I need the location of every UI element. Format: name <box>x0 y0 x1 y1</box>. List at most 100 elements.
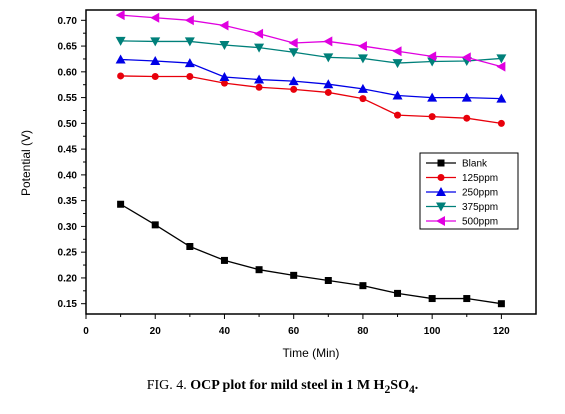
data-point <box>117 72 125 80</box>
data-point <box>496 93 507 103</box>
legend-box <box>419 152 519 230</box>
data-point <box>254 74 265 84</box>
legend-marker <box>436 187 446 196</box>
figure-caption: FIG. 4. OCP plot for mild steel in 1 M H… <box>0 378 565 396</box>
y-tick-label: 0.70 <box>58 16 78 27</box>
data-point <box>496 61 506 72</box>
y-tick-label: 0.65 <box>58 42 78 53</box>
data-point <box>186 243 194 251</box>
y-tick-label: 0.55 <box>58 93 78 104</box>
y-tick-label: 0.25 <box>58 248 78 259</box>
x-tick-label: 20 <box>150 326 162 337</box>
legend-entry: 125ppm <box>426 173 498 184</box>
series-line <box>120 203 502 305</box>
series-line <box>120 58 502 100</box>
data-point <box>151 72 159 80</box>
x-tick-label: 80 <box>357 326 369 337</box>
data-point <box>117 200 125 208</box>
series-line <box>120 75 502 124</box>
legend-marker <box>436 202 446 212</box>
legend-label: 125ppm <box>462 173 498 184</box>
data-point <box>290 271 298 279</box>
data-point <box>323 53 334 63</box>
caption-text-mid: SO <box>390 378 409 393</box>
caption-sub-2: 4 <box>408 382 415 396</box>
data-point <box>219 71 230 81</box>
series-125ppm <box>117 72 505 127</box>
data-point <box>219 41 230 51</box>
data-point <box>288 48 299 58</box>
data-point <box>392 90 403 100</box>
data-point <box>427 51 437 62</box>
data-point <box>392 59 403 69</box>
x-axis-title: Time (Min) <box>283 346 340 360</box>
data-point <box>394 111 402 119</box>
legend-marker <box>436 216 445 226</box>
data-point <box>463 295 471 303</box>
data-point <box>359 282 367 290</box>
legend-marker <box>437 174 445 181</box>
caption-prefix: FIG. 4. <box>146 378 187 393</box>
y-tick-label: 0.60 <box>58 67 78 78</box>
data-point <box>497 300 505 308</box>
data-point <box>150 37 161 47</box>
data-point <box>150 12 160 23</box>
data-point <box>392 46 402 57</box>
data-point <box>428 113 436 121</box>
y-tick-label: 0.35 <box>58 196 78 207</box>
data-point <box>254 43 265 53</box>
series-250ppm <box>115 54 507 103</box>
y-tick-label: 0.45 <box>58 145 78 156</box>
data-point <box>184 58 195 68</box>
data-point <box>151 221 159 229</box>
data-point <box>150 56 161 66</box>
x-tick-label: 100 <box>424 326 441 337</box>
data-point <box>359 95 367 103</box>
data-point <box>254 28 264 39</box>
series-line <box>120 40 502 64</box>
y-tick-label: 0.50 <box>58 119 78 130</box>
legend-entry: Blank <box>426 159 488 170</box>
legend-label: 250ppm <box>462 188 498 199</box>
data-point <box>427 92 438 102</box>
data-point <box>186 72 194 80</box>
x-tick-label: 120 <box>493 326 510 337</box>
series-500ppm <box>115 10 506 72</box>
data-point <box>497 119 505 127</box>
series-layer <box>115 10 507 308</box>
ocp-chart: 0 20 40 60 80 100 120 0.15 0.20 0.25 0.30 0.35 0.40 0… <box>19 9 537 360</box>
data-point <box>288 76 299 86</box>
data-point <box>323 36 333 47</box>
data-point <box>184 15 194 26</box>
data-point <box>220 79 228 87</box>
legend-marker <box>437 159 445 167</box>
legend: Blank 125ppm 250ppm 375ppm 500ppm <box>419 152 519 230</box>
data-point <box>115 10 125 21</box>
data-point <box>324 88 332 96</box>
data-point <box>357 41 367 52</box>
data-point <box>288 37 298 48</box>
data-point <box>357 54 368 64</box>
caption-suffix: . <box>414 378 419 393</box>
data-point <box>357 83 368 93</box>
data-point <box>255 83 263 91</box>
x-tick-label: 60 <box>288 326 300 337</box>
data-point <box>461 52 471 63</box>
data-point <box>290 85 298 93</box>
data-point <box>220 256 228 264</box>
data-point <box>428 295 436 303</box>
caption-text: OCP plot for mild steel in 1 M H <box>190 378 385 393</box>
data-point <box>463 114 471 122</box>
legend-entry: 250ppm <box>426 187 498 199</box>
legend-label: 500ppm <box>462 217 498 228</box>
legend-label: Blank <box>462 159 488 170</box>
series-line <box>120 14 502 68</box>
y-tick-label: 0.15 <box>58 299 78 310</box>
x-tick-label: 40 <box>219 326 231 337</box>
axis-ticks: 0 20 40 60 80 100 120 0.15 0.20 0.25 0.30 0.35 0.40 0… <box>58 16 511 337</box>
data-point <box>324 277 332 285</box>
data-point <box>115 54 126 64</box>
x-tick-label: 0 <box>83 326 89 337</box>
data-point <box>461 92 472 102</box>
y-axis-title: Potential (V) <box>19 130 33 196</box>
